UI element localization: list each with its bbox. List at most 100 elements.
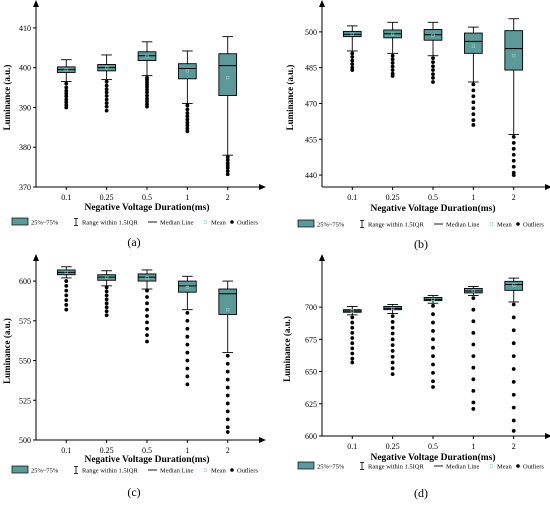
box-2: 2 xyxy=(504,18,524,202)
mean-marker xyxy=(185,69,189,73)
y-tick-label: 470 xyxy=(305,99,317,108)
outlier-point xyxy=(390,314,395,319)
outlier-point xyxy=(350,341,355,346)
outlier-point xyxy=(145,326,149,331)
outlier-point xyxy=(431,68,435,72)
y-tick-label: 390 xyxy=(19,103,31,112)
outlier-point xyxy=(390,60,395,65)
mean-marker xyxy=(145,54,149,59)
legend-range-label: Range within 1.5IQR xyxy=(82,468,138,475)
box-1: 1 xyxy=(178,275,197,455)
outlier-point xyxy=(511,158,516,163)
outlier-point xyxy=(431,337,435,342)
outlier-point xyxy=(185,358,190,363)
outlier-point xyxy=(471,407,476,411)
x-tick-label: 0.1 xyxy=(61,446,71,455)
mean-marker xyxy=(471,289,475,293)
outlier-point xyxy=(471,319,476,324)
legend-median-label: Median Line xyxy=(446,464,480,471)
outlier-point xyxy=(64,88,69,93)
box-0.25: 0.25 xyxy=(383,21,402,202)
outlier-point xyxy=(390,366,395,371)
y-axis-arrow xyxy=(33,0,39,7)
outlier-point xyxy=(511,302,516,307)
legend: 25%~75% Range within 1.5IQR Median Line Mea… xyxy=(297,219,544,229)
legend-median-label: Median Line xyxy=(160,468,194,475)
y-tick-label: 410 xyxy=(19,24,31,33)
x-tick-label: 0.1 xyxy=(347,442,357,451)
outlier-point xyxy=(350,315,355,320)
legend-mean-label: Mean xyxy=(497,464,513,471)
mean-marker xyxy=(431,297,435,301)
outlier-point xyxy=(431,72,435,77)
outlier-point xyxy=(471,82,476,87)
outlier-point xyxy=(104,79,109,84)
outlier-point xyxy=(471,100,476,105)
chart-panel-2: 440 455 470 485 500 0.1 0.25 0.5 1 2 Luminance (a.… xyxy=(285,0,550,251)
outlier-point xyxy=(64,100,69,105)
outlier-point xyxy=(225,417,230,422)
outlier-point xyxy=(471,388,476,393)
y-tick-label: 525 xyxy=(19,396,31,405)
outlier-point xyxy=(225,361,230,366)
outlier-point xyxy=(390,349,395,353)
chart-panel-4: 600 625 650 675 700 0.1 0.25 0.5 1 2 Luminance (a.… xyxy=(282,254,550,500)
outlier-point xyxy=(431,80,435,84)
outlier-point xyxy=(145,104,149,109)
outlier-point xyxy=(431,370,435,375)
panel-caption: (d) xyxy=(414,486,428,500)
box-0.5: 0.5 xyxy=(137,41,157,202)
outlier-point xyxy=(64,81,69,86)
legend-mean-icon xyxy=(203,468,207,472)
outlier-point xyxy=(471,123,476,127)
outlier-point xyxy=(145,333,149,338)
outlier-point xyxy=(145,99,149,104)
x-axis-arrow xyxy=(545,184,550,190)
x-tick-label: 2 xyxy=(512,193,516,202)
legend-box-swatch xyxy=(297,219,315,228)
outlier-point xyxy=(104,90,109,95)
outlier-point xyxy=(104,87,109,92)
outlier-point xyxy=(511,341,516,346)
outlier-point xyxy=(64,293,69,298)
outlier-point xyxy=(431,60,435,65)
y-tick-label: 455 xyxy=(305,135,317,144)
box-0.1: 0.1 xyxy=(342,25,362,202)
box-0.1: 0.1 xyxy=(342,306,362,451)
outlier-point xyxy=(350,336,355,340)
outlier-point xyxy=(511,392,516,397)
legend-box-label: 25%~75% xyxy=(31,220,59,227)
outlier-point xyxy=(64,105,69,110)
legend-box-label: 25%~75% xyxy=(31,468,59,475)
iqr-box xyxy=(218,288,238,315)
outlier-point xyxy=(471,94,476,99)
outlier-point xyxy=(145,320,149,325)
box-2: 2 xyxy=(218,36,238,202)
outlier-point xyxy=(511,140,516,145)
outlier-point xyxy=(471,88,476,93)
outlier-point xyxy=(511,164,516,169)
outlier-point xyxy=(104,104,109,109)
mean-marker xyxy=(105,275,109,280)
outlier-point xyxy=(185,129,190,134)
outlier-point xyxy=(471,106,476,111)
outlier-point xyxy=(511,146,516,151)
y-axis-label: Luminance (a.u.) xyxy=(2,65,12,131)
outlier-point xyxy=(104,83,109,88)
outlier-point xyxy=(185,111,190,115)
outlier-point xyxy=(431,64,435,69)
y-tick-label: 675 xyxy=(305,335,317,344)
legend-mean-icon xyxy=(489,464,493,468)
box-1: 1 xyxy=(464,286,483,451)
outlier-point xyxy=(390,337,395,342)
outlier-point xyxy=(431,385,435,389)
outlier-point xyxy=(390,360,395,365)
outlier-point xyxy=(225,385,230,390)
outlier-point xyxy=(431,76,435,80)
box-1: 1 xyxy=(178,50,197,202)
mean-marker xyxy=(350,309,354,313)
outlier-point xyxy=(350,346,355,351)
outlier-point xyxy=(511,405,516,410)
x-axis-label: Negative Voltage Duration(ms) xyxy=(84,202,209,213)
mean-marker xyxy=(145,276,149,280)
